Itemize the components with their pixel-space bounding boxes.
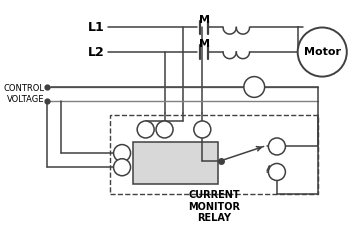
Text: L2: L2 (88, 46, 105, 59)
Circle shape (156, 121, 173, 138)
Text: M: M (249, 82, 260, 92)
Bar (110, 115, 319, 194)
Text: CONTROL
VOLTAGE: CONTROL VOLTAGE (4, 84, 45, 104)
Circle shape (194, 121, 211, 138)
Circle shape (269, 163, 285, 181)
Bar (134, 142, 219, 184)
Text: L1: L1 (88, 21, 105, 34)
Text: 4: 4 (162, 124, 168, 134)
Text: Motor: Motor (304, 47, 341, 57)
Circle shape (269, 138, 285, 155)
Text: 2: 2 (274, 141, 280, 151)
Circle shape (244, 77, 265, 97)
Text: CURRENT
MONITOR
RELAY: CURRENT MONITOR RELAY (188, 190, 240, 223)
Circle shape (113, 145, 131, 161)
Text: 8: 8 (274, 167, 280, 177)
Text: 1: 1 (199, 124, 205, 134)
Circle shape (298, 27, 347, 77)
Text: M: M (199, 15, 210, 25)
Text: 5: 5 (119, 148, 125, 158)
Text: M: M (199, 40, 210, 49)
Circle shape (137, 121, 154, 138)
Text: 6: 6 (119, 162, 125, 172)
Text: 3: 3 (143, 124, 149, 134)
Circle shape (113, 159, 131, 176)
